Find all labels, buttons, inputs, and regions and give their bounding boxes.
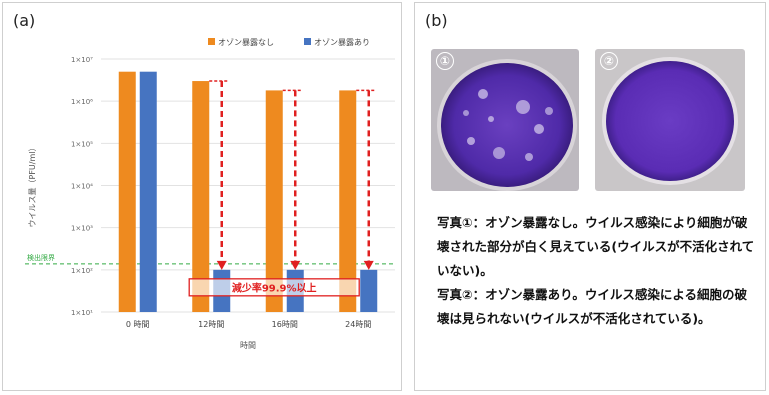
y-tick-label: 1×10⁷: [71, 56, 93, 64]
y-axis-label: ウイルス量（PFU/ml）: [28, 144, 37, 228]
detection-limit-label: 検出限界: [27, 253, 55, 262]
annotation-label: 減少率99.9%以上: [232, 281, 317, 294]
bar-ozone: [360, 269, 378, 312]
bar-ozone: [139, 71, 157, 313]
bar-no-ozone: [192, 81, 210, 312]
legend-label: オゾン暴露なし: [218, 38, 274, 47]
bar-chart: 1×10¹ 1×10² 1×10³ 1×10⁴ 1×10⁵ 1×10⁶ 1×10⁷ ウイルス量…: [25, 38, 395, 350]
arrow-head: [290, 260, 301, 270]
bar-no-ozone: [118, 71, 136, 313]
y-tick-label: 1×10⁶: [71, 98, 93, 106]
x-tick-label: 24時間: [345, 320, 371, 329]
panel-label-a: (a): [13, 11, 36, 30]
y-tick-label: 1×10⁵: [71, 140, 93, 148]
bar-no-ozone: [265, 90, 283, 312]
bar-no-ozone: [339, 90, 357, 312]
photo-number-2: ②: [600, 52, 618, 70]
arrow-head: [363, 260, 374, 270]
photo-number-1: ①: [436, 52, 454, 70]
caption-line-1: 写真①：オゾン暴露なし。ウイルス感染により細胞が破壊された部分が白く見えている(…: [437, 215, 755, 278]
panel-label-b: (b): [425, 11, 448, 30]
annotation-box: [188, 278, 360, 297]
y-tick-label: 1×10⁴: [71, 183, 93, 191]
x-axis-label: 時間: [240, 341, 256, 350]
x-tick-label: 12時間: [198, 320, 224, 329]
x-tick-label: 16時間: [272, 320, 298, 329]
culture-plate-photo-2: ②: [595, 49, 745, 191]
arrow-head: [216, 260, 227, 270]
chart-panel: (a) 1×10¹ 1×10² 1×10³ 1×10⁴ 1×10⁵ 1×10⁶ 1×10⁷ ウ…: [2, 2, 402, 391]
culture-plate-photo-1: ①: [431, 49, 579, 191]
photo-caption: 写真①：オゾン暴露なし。ウイルス感染により細胞が破壊された部分が白く見えている(…: [437, 211, 759, 331]
y-tick-label: 1×10¹: [71, 309, 93, 317]
legend-label: オゾン暴露あり: [314, 38, 370, 47]
x-tick-label: 0 時間: [126, 320, 150, 329]
legend-swatch: [208, 38, 215, 45]
y-tick-label: 1×10²: [71, 267, 93, 275]
caption-line-2: 写真②：オゾン暴露あり。ウイルス感染による細胞の破壊は見られない(ウイルスが不活…: [437, 287, 747, 326]
photo-panel: (b) ①: [414, 2, 766, 391]
y-tick-label: 1×10³: [71, 225, 93, 233]
legend-swatch: [304, 38, 311, 45]
